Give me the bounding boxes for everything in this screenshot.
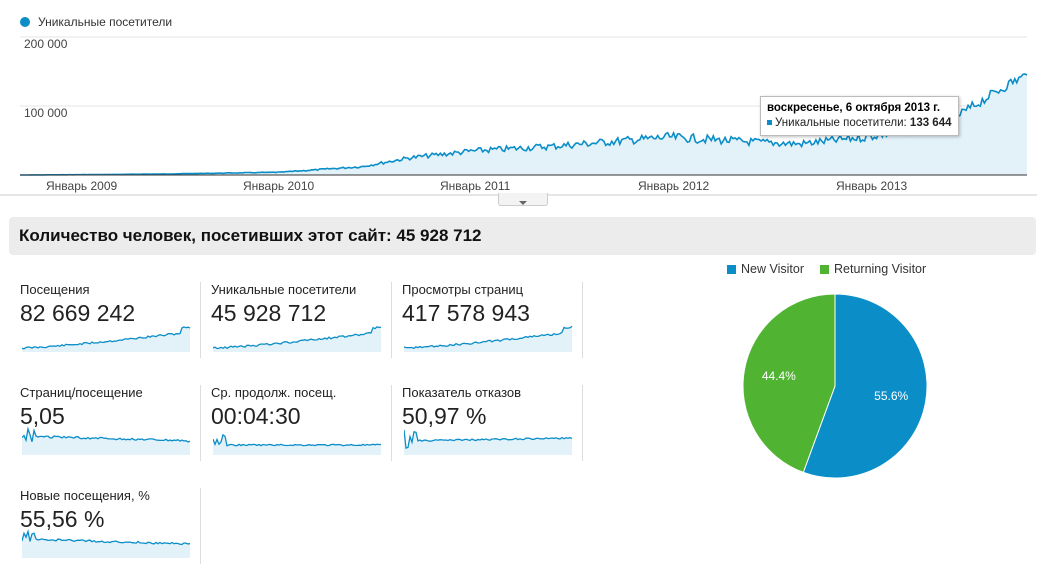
sparkline xyxy=(213,433,381,455)
pie-legend-new[interactable]: New Visitor xyxy=(727,262,804,276)
sparkline-fill xyxy=(404,429,572,455)
sparkline-path xyxy=(213,326,382,350)
legend-swatch-icon xyxy=(727,265,736,275)
metric-label: Уникальные посетители xyxy=(211,282,357,297)
sparkline-path xyxy=(404,325,573,350)
metric-label: Показатель отказов xyxy=(402,385,522,400)
sparkline-path xyxy=(22,326,191,350)
metric-new-visits[interactable]: Новые посещения, % 55,56 % xyxy=(20,488,200,580)
sparkline xyxy=(213,326,382,352)
sparkline-path xyxy=(22,426,191,443)
tooltip-value: 133 644 xyxy=(909,117,952,129)
sparkline xyxy=(22,426,191,455)
sparkline-fill xyxy=(213,326,381,352)
metric-pages-per-visit[interactable]: Страниц/посещение 5,05 xyxy=(20,385,200,477)
legend-swatch-icon xyxy=(820,265,829,275)
sparkline-path xyxy=(22,529,191,546)
divider xyxy=(582,385,583,461)
divider xyxy=(391,282,392,358)
pie-slice-returning xyxy=(742,293,836,474)
metric-bounce-rate[interactable]: Показатель отказов 50,97 % xyxy=(402,385,582,477)
divider xyxy=(582,282,583,358)
sparkline xyxy=(22,326,191,352)
pie-legend-label: New Visitor xyxy=(741,262,804,276)
chevron-down-icon xyxy=(519,201,527,205)
metric-label: Просмотры страниц xyxy=(402,282,524,297)
tooltip-row: Уникальные посетители: 133 644 xyxy=(767,116,952,131)
sparkline-fill xyxy=(22,326,190,352)
sparkline xyxy=(404,325,573,352)
sparkline-fill xyxy=(22,429,190,455)
metric-visits[interactable]: Посещения 82 669 242 xyxy=(20,282,200,374)
chart-legend-label[interactable]: Уникальные посетители xyxy=(38,15,173,29)
sparkline xyxy=(404,429,573,455)
metric-avg-duration[interactable]: Ср. продолж. посещ. 00:04:30 xyxy=(211,385,391,477)
pie-legend-returning[interactable]: Returning Visitor xyxy=(820,262,926,276)
pie-legend-label: Returning Visitor xyxy=(834,262,927,276)
x-tick-2009: Январь 2009 xyxy=(46,179,118,193)
visitor-type-pie[interactable]: 55.6% 44.4% xyxy=(730,288,940,488)
divider xyxy=(200,385,201,461)
metric-value: 00:04:30 xyxy=(211,403,301,429)
x-tick-2012: Январь 2012 xyxy=(638,179,710,193)
metric-value: 50,97 % xyxy=(402,403,487,429)
metric-value: 45 928 712 xyxy=(211,300,327,326)
divider xyxy=(200,488,201,564)
divider xyxy=(200,282,201,358)
x-tick-2013: Январь 2013 xyxy=(836,179,908,193)
tooltip-date: воскресенье, 6 октября 2013 г. xyxy=(767,102,941,114)
chart-collapse-button[interactable] xyxy=(498,193,548,206)
metric-value: 417 578 943 xyxy=(402,300,530,326)
x-tick-2010: Январь 2010 xyxy=(243,179,315,193)
tooltip-series-label: Уникальные посетители: xyxy=(775,117,907,129)
legend-dot-icon xyxy=(20,17,30,27)
visitors-chart: Уникальные посетители 200 000 100 000 Ян… xyxy=(0,0,1037,210)
sparkline-path xyxy=(213,433,381,447)
sparkline-fill xyxy=(404,326,572,352)
y-tick-200000: 200 000 xyxy=(24,37,68,51)
summary-text: Количество человек, посетивших этот сайт… xyxy=(19,226,482,245)
pie-slice-new xyxy=(802,293,928,479)
series-square-icon xyxy=(767,120,772,126)
metric-value: 82 669 242 xyxy=(20,300,136,326)
metric-value: 5,05 xyxy=(20,403,65,429)
metric-label: Новые посещения, % xyxy=(20,488,150,503)
metric-unique-visitors[interactable]: Уникальные посетители 45 928 712 xyxy=(211,282,391,374)
metric-value: 55,56 % xyxy=(20,506,105,532)
chart-tooltip: воскресенье, 6 октября 2013 г. Уникальны… xyxy=(760,96,959,136)
sparkline-fill xyxy=(22,531,190,558)
sparkline xyxy=(22,529,191,558)
summary-bar: Количество человек, посетивших этот сайт… xyxy=(9,217,1036,255)
sparkline-path xyxy=(404,429,573,449)
sparkline-fill xyxy=(213,434,381,455)
metric-label: Посещения xyxy=(20,282,90,297)
metric-label: Страниц/посещение xyxy=(20,385,143,400)
divider xyxy=(391,385,392,461)
x-tick-2011: Январь 2011 xyxy=(440,179,511,193)
pie-label-returning: 44.4% xyxy=(762,369,796,383)
y-tick-100000: 100 000 xyxy=(24,106,68,120)
metric-pageviews[interactable]: Просмотры страниц 417 578 943 xyxy=(402,282,582,374)
metric-label: Ср. продолж. посещ. xyxy=(211,385,337,400)
area-fill xyxy=(20,74,1027,175)
pie-label-new: 55.6% xyxy=(874,389,908,403)
